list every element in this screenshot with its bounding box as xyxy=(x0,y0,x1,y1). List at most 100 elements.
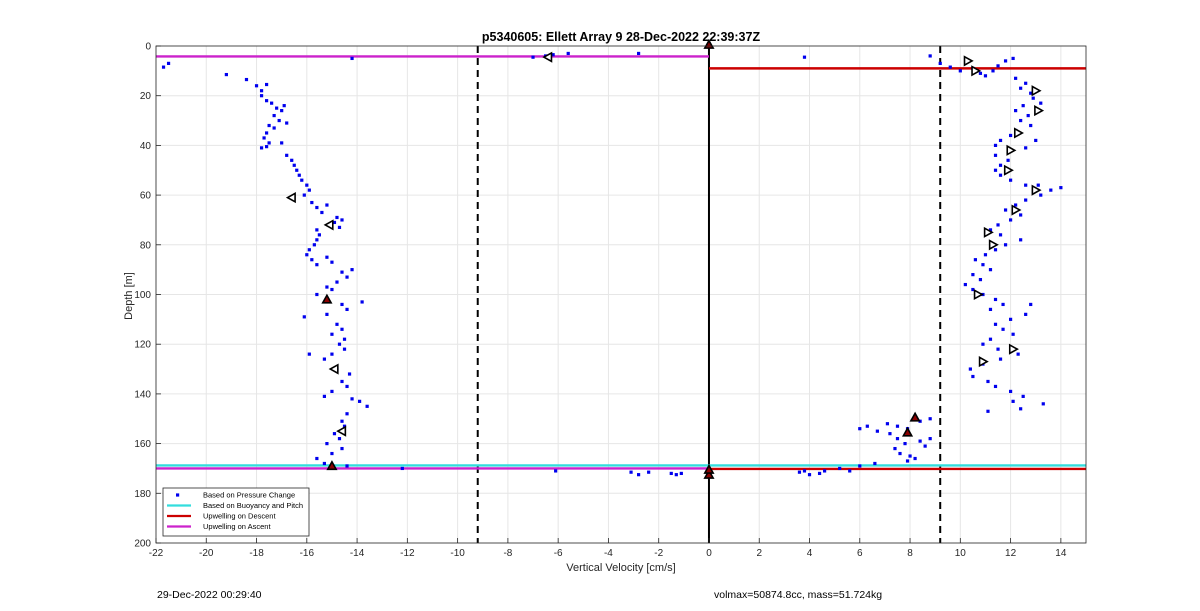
data-point xyxy=(332,432,337,436)
legend-entry: Upwelling on Ascent xyxy=(203,522,271,531)
data-point xyxy=(1024,81,1028,85)
data-point xyxy=(1008,389,1013,394)
triangle-marker-right xyxy=(971,65,982,77)
data-point xyxy=(332,220,337,225)
data-point xyxy=(340,419,344,423)
data-point xyxy=(629,470,633,474)
data-point xyxy=(905,459,910,463)
data-point xyxy=(310,200,314,205)
data-point xyxy=(262,136,266,140)
data-point xyxy=(1011,332,1015,336)
triangle-marker-up xyxy=(901,426,914,437)
data-point xyxy=(998,173,1003,177)
data-point xyxy=(998,138,1003,143)
data-point xyxy=(1003,243,1008,247)
data-point xyxy=(566,51,570,56)
data-point xyxy=(1008,133,1013,138)
y-tick-label: 80 xyxy=(140,240,152,251)
data-point xyxy=(1026,113,1030,118)
data-point xyxy=(679,471,683,476)
y-tick-label: 200 xyxy=(134,539,151,550)
triangle-marker-left xyxy=(323,219,334,231)
triangle-marker-right xyxy=(973,288,984,301)
data-point xyxy=(636,473,641,477)
data-point xyxy=(848,469,852,473)
data-point xyxy=(1024,183,1028,187)
data-point xyxy=(275,106,279,110)
data-point xyxy=(315,238,319,242)
y-tick-label: 60 xyxy=(140,191,152,202)
data-point xyxy=(1003,208,1008,212)
data-point xyxy=(1006,158,1010,162)
x-tick-label: -20 xyxy=(199,548,214,559)
triangle-marker-right xyxy=(963,55,974,67)
x-tick-label: -18 xyxy=(249,548,264,559)
data-point xyxy=(998,233,1003,237)
x-tick-label: -6 xyxy=(554,548,563,559)
data-point xyxy=(1029,302,1033,307)
data-point xyxy=(335,215,339,220)
data-point xyxy=(267,123,271,128)
data-point xyxy=(1029,123,1033,128)
data-point xyxy=(988,337,993,341)
data-point xyxy=(340,270,344,274)
data-point xyxy=(636,51,641,56)
data-point xyxy=(315,292,319,297)
data-point xyxy=(350,397,354,401)
data-point xyxy=(322,357,327,361)
data-point xyxy=(1024,312,1028,316)
data-point xyxy=(337,342,342,346)
data-point xyxy=(986,379,990,384)
triangle-marker-up xyxy=(909,411,921,422)
data-point xyxy=(285,121,289,125)
data-point xyxy=(802,469,807,473)
data-point xyxy=(981,263,985,267)
data-point xyxy=(1019,213,1023,217)
data-point xyxy=(340,379,344,384)
data-point xyxy=(315,205,319,210)
footer-volmax-mass: volmax=50874.8cc, mass=51.724kg xyxy=(714,589,883,601)
axes: -22 -20 -18 -16 -14 -12 -10 -8 -6 -4 -2 0 2 4 6 8 10 12 14… xyxy=(134,42,1087,559)
x-tick-label: 6 xyxy=(857,548,863,559)
data-point xyxy=(971,287,975,292)
triangle-marker-left xyxy=(328,363,339,375)
data-point xyxy=(923,444,927,448)
data-point xyxy=(858,464,862,468)
data-point xyxy=(531,55,535,59)
data-point xyxy=(270,101,274,105)
data-point xyxy=(1001,302,1005,307)
data-point xyxy=(307,352,311,356)
data-point xyxy=(342,424,347,428)
data-point xyxy=(968,367,972,371)
data-point xyxy=(400,466,404,471)
data-point xyxy=(259,94,264,98)
data-point xyxy=(988,228,993,232)
data-point xyxy=(264,82,269,87)
data-point xyxy=(345,464,349,468)
y-tick-label: 0 xyxy=(145,42,151,53)
x-tick-label: 4 xyxy=(807,548,813,559)
data-point xyxy=(307,188,311,192)
data-point xyxy=(1001,327,1005,331)
data-point xyxy=(244,77,249,82)
data-point xyxy=(342,347,347,351)
data-point xyxy=(875,429,879,433)
x-tick-label: -10 xyxy=(450,548,465,559)
data-point xyxy=(938,61,942,65)
data-point xyxy=(865,424,869,428)
data-point xyxy=(669,471,673,476)
data-point xyxy=(998,357,1003,361)
data-point xyxy=(166,61,171,65)
triangle-marker-zero xyxy=(703,463,715,474)
data-point xyxy=(1031,96,1035,100)
data-point xyxy=(928,54,932,58)
data-point xyxy=(340,327,344,331)
data-point xyxy=(322,394,327,398)
triangle-marker-right xyxy=(983,226,994,238)
data-point xyxy=(280,109,284,113)
triangle-marker-left xyxy=(285,192,296,204)
data-point xyxy=(264,145,269,149)
data-point xyxy=(292,163,296,167)
